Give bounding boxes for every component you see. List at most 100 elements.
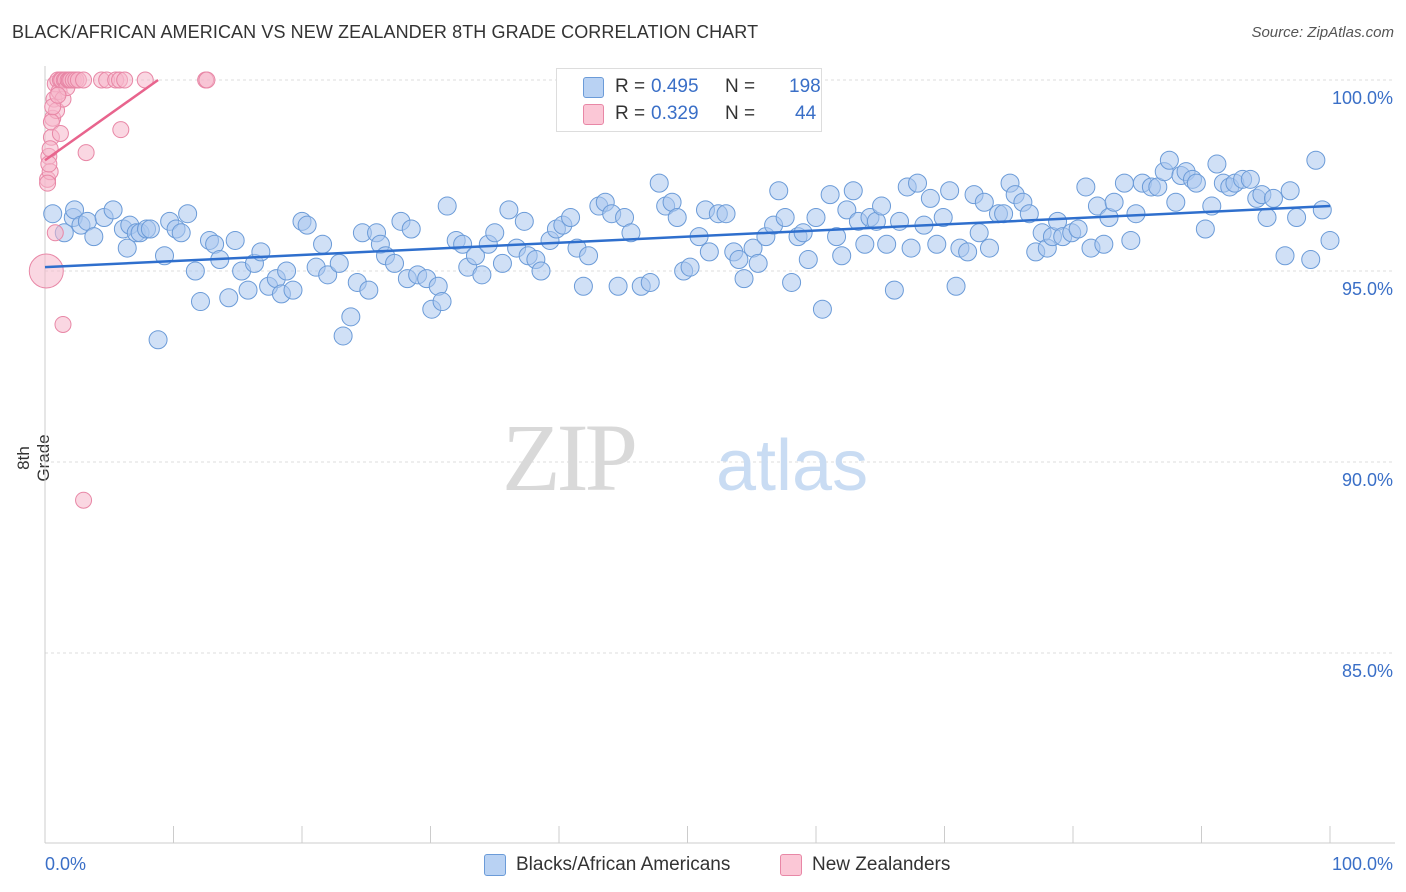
x-tick-labels: 0.0% 100.0% <box>45 854 1393 874</box>
data-point-blacks <box>531 261 551 281</box>
data-point-blacks <box>680 257 700 277</box>
data-point-blacks <box>1275 246 1295 266</box>
data-point-blacks <box>798 250 818 270</box>
data-point-blacks <box>238 280 258 300</box>
data-point-blacks <box>608 276 628 296</box>
data-point-blacks <box>1257 208 1277 228</box>
data-point-blacks <box>283 280 303 300</box>
data-point-blacks <box>432 292 452 312</box>
data-point-blacks <box>649 173 669 193</box>
data-point-blacks <box>782 272 802 292</box>
chart-source: Source: ZipAtlas.com <box>1251 24 1394 41</box>
watermark-atlas: atlas <box>716 426 868 506</box>
legend-swatch-blue <box>583 77 604 98</box>
data-point-blacks <box>318 265 338 285</box>
data-point-blacks <box>43 204 63 224</box>
data-point-blacks <box>341 307 361 327</box>
data-point-blacks <box>225 230 245 250</box>
legend-r-value: 0.329 <box>651 103 699 124</box>
legend-r-label: R = <box>615 103 646 124</box>
data-point-blacks <box>958 242 978 262</box>
data-point-blacks <box>1320 230 1340 250</box>
y-tick-label: 90.0% <box>1342 470 1393 490</box>
data-point-blacks <box>1104 192 1124 212</box>
data-point-blacks <box>579 246 599 266</box>
data-point-blacks <box>1166 192 1186 212</box>
data-point-newzealanders <box>46 224 64 242</box>
data-point-blacks <box>297 215 317 235</box>
data-point-blacks <box>1094 234 1114 254</box>
data-point-newzealanders <box>49 86 67 104</box>
legend-n-label: N = <box>725 103 756 124</box>
watermark-zip: ZIP <box>502 404 635 511</box>
stats-legend: R = 0.495 N = 198 R = 0.329 N = 44 <box>556 68 822 132</box>
data-point-newzealanders <box>39 174 57 192</box>
data-point-blacks <box>994 204 1014 224</box>
data-point-newzealanders <box>75 491 93 509</box>
data-point-blacks <box>1207 154 1227 174</box>
trend-lines <box>44 78 1331 269</box>
data-point-blacks <box>185 261 205 281</box>
data-point-blacks <box>820 185 840 205</box>
legend-swatch-pink <box>583 104 604 125</box>
data-point-blacks <box>927 234 947 254</box>
data-point-blacks <box>748 253 768 273</box>
data-point-blacks <box>640 272 660 292</box>
data-point-blacks <box>1068 219 1088 239</box>
data-point-blacks <box>117 238 137 258</box>
x-tick-label: 0.0% <box>45 854 86 874</box>
data-point-blacks <box>190 292 210 312</box>
data-point-blacks <box>1121 230 1141 250</box>
data-point-newzealanders <box>28 253 64 289</box>
data-point-blacks <box>313 234 333 254</box>
data-point-blacks <box>872 196 892 216</box>
y-tick-label: 100.0% <box>1332 88 1393 108</box>
data-point-blacks <box>775 208 795 228</box>
legend-n-value: 44 <box>795 103 817 124</box>
chart-title: BLACK/AFRICAN AMERICAN VS NEW ZEALANDER … <box>12 22 759 42</box>
data-point-blacks <box>729 250 749 270</box>
data-point-newzealanders <box>116 71 134 89</box>
data-point-blacks <box>84 227 104 247</box>
data-point-blacks <box>716 204 736 224</box>
data-point-blacks <box>793 223 813 243</box>
data-point-blacks <box>979 238 999 258</box>
data-point-blacks <box>855 234 875 254</box>
data-point-blacks <box>385 253 405 273</box>
data-point-blacks <box>812 299 832 319</box>
trend-line-blacks <box>44 204 1331 269</box>
data-point-blacks <box>806 208 826 228</box>
bottom-legend-label: Blacks/African Americans <box>516 854 731 875</box>
data-point-blacks <box>329 253 349 273</box>
data-point-blacks <box>667 208 687 228</box>
data-point-blacks <box>1076 177 1096 197</box>
data-point-blacks <box>103 200 123 220</box>
data-point-blacks <box>277 261 297 281</box>
data-point-blacks <box>1263 188 1283 208</box>
data-point-newzealanders <box>112 121 130 139</box>
y-tick-label: 85.0% <box>1342 661 1393 681</box>
data-point-blacks <box>148 330 168 350</box>
data-point-newzealanders <box>198 71 216 89</box>
data-point-blacks <box>1280 181 1300 201</box>
data-point-blacks <box>561 208 581 228</box>
data-point-blacks <box>1186 173 1206 193</box>
x-tick-label: 100.0% <box>1332 854 1393 874</box>
data-point-blacks <box>472 265 492 285</box>
data-point-blacks <box>884 280 904 300</box>
data-point-blacks <box>1240 169 1260 189</box>
data-point-blacks <box>1159 150 1179 170</box>
data-point-newzealanders <box>75 71 93 89</box>
data-point-blacks <box>832 246 852 266</box>
data-point-newzealanders <box>41 140 59 158</box>
data-point-blacks <box>1301 250 1321 270</box>
trend-line-newzealanders <box>44 78 159 162</box>
data-point-blacks <box>734 269 754 289</box>
pink-points <box>28 71 216 509</box>
data-point-blacks <box>974 192 994 212</box>
data-point-newzealanders <box>51 124 69 142</box>
legend-n-value: 198 <box>789 76 821 97</box>
data-point-blacks <box>901 238 921 258</box>
data-point-blacks <box>178 204 198 224</box>
